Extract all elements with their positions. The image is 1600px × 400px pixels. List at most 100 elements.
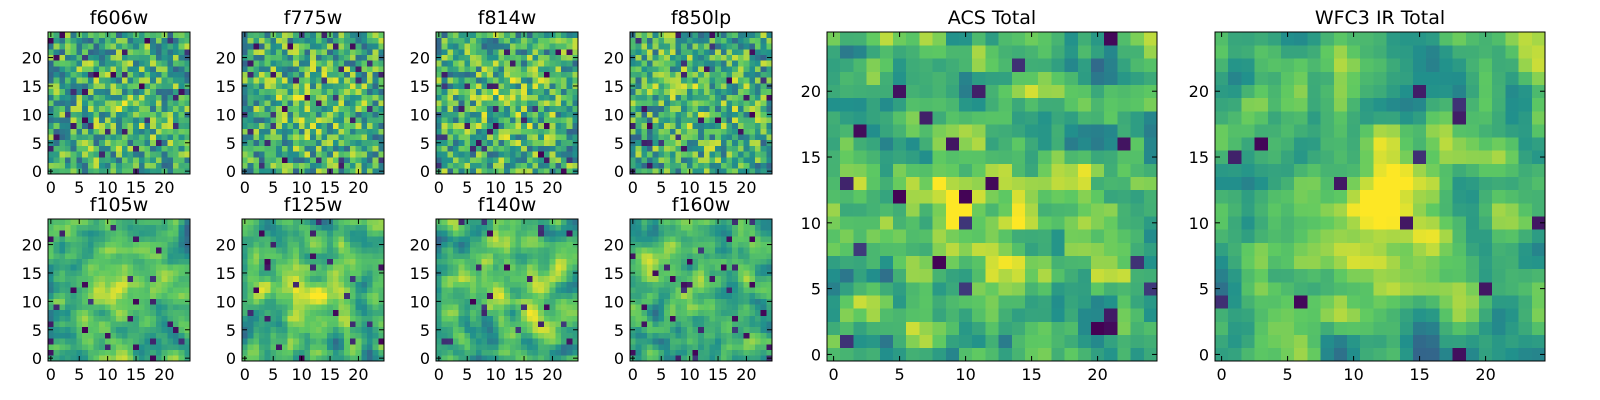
heatmap-cell	[464, 275, 471, 282]
heatmap-cell	[515, 224, 522, 231]
heatmap-cell	[138, 66, 145, 73]
x-tick-label: 10	[485, 365, 505, 384]
heatmap-cell	[441, 224, 448, 231]
heatmap-cell	[178, 122, 185, 129]
heatmap-cell	[732, 275, 739, 282]
heatmap-cell	[138, 139, 145, 146]
heatmap-cell	[310, 43, 317, 50]
heatmap-cell	[698, 105, 705, 112]
heatmap-cell	[361, 270, 368, 277]
heatmap-cell	[53, 270, 60, 277]
heatmap-cell	[703, 37, 710, 44]
heatmap-cell	[172, 321, 179, 328]
heatmap-cell	[470, 71, 477, 78]
heatmap-cell	[515, 309, 522, 316]
heatmap-cell	[664, 49, 671, 56]
heatmap-cell	[242, 71, 248, 78]
heatmap-cell	[161, 230, 168, 237]
heatmap-cell	[726, 281, 733, 288]
heatmap-cell	[669, 43, 676, 50]
heatmap-cell	[760, 128, 767, 135]
heatmap-cell	[59, 219, 66, 225]
heatmap-cell	[82, 315, 89, 322]
heatmap-cell	[458, 258, 465, 265]
heatmap-cell	[361, 315, 368, 322]
heatmap-cell	[487, 253, 494, 260]
heatmap-cell	[686, 49, 693, 56]
heatmap-cell	[641, 134, 648, 141]
heatmap-cell	[464, 338, 471, 345]
heatmap-cell	[161, 139, 168, 146]
heatmap-cell	[760, 77, 767, 84]
heatmap-cell	[144, 168, 151, 175]
heatmap-cell	[555, 275, 562, 282]
heatmap-cell	[298, 43, 305, 50]
heatmap-cell	[453, 247, 460, 254]
heatmap-cell	[647, 122, 654, 129]
heatmap-cell	[538, 355, 545, 362]
heatmap-cell	[161, 66, 168, 73]
heatmap-cell	[104, 236, 111, 243]
heatmap-cell	[732, 349, 739, 356]
heatmap-cell	[726, 128, 733, 135]
heatmap-cell	[76, 60, 83, 67]
heatmap-cell	[167, 66, 174, 73]
heatmap-cell	[681, 298, 688, 305]
heatmap-cell	[378, 156, 385, 163]
heatmap-cell	[59, 71, 66, 78]
heatmap-cell	[703, 281, 710, 288]
heatmap-cell	[242, 134, 248, 141]
heatmap-cell	[116, 43, 123, 50]
heatmap-cell	[743, 54, 750, 61]
heatmap-cell	[264, 156, 271, 163]
heatmap-cell	[76, 287, 83, 294]
heatmap-cell	[253, 168, 260, 175]
heatmap-cell	[349, 349, 356, 356]
heatmap-cells	[436, 219, 579, 362]
heatmap-cell	[270, 298, 277, 305]
heatmap-cell	[754, 156, 761, 163]
heatmap-cell	[766, 309, 773, 316]
heatmap-cell	[167, 338, 174, 345]
heatmap-cell	[276, 60, 283, 67]
heatmap-cell	[133, 304, 140, 311]
heatmap-cell	[116, 122, 123, 129]
heatmap-cell	[532, 111, 539, 118]
heatmap-cell	[555, 139, 562, 146]
heatmap-cell	[293, 236, 300, 243]
heatmap-cell	[732, 355, 739, 362]
heatmap-cell	[82, 298, 89, 305]
heatmap-cell	[184, 275, 191, 282]
heatmap-cell	[630, 134, 636, 141]
heatmap-cell	[172, 332, 179, 339]
heatmap-cell	[70, 349, 77, 356]
heatmap-cell	[664, 156, 671, 163]
heatmap-cell	[87, 117, 94, 124]
heatmap-cell	[641, 281, 648, 288]
heatmap-cell	[504, 156, 511, 163]
heatmap-cell	[686, 139, 693, 146]
heatmap-cell	[572, 128, 579, 135]
heatmap-cell	[76, 94, 83, 101]
heatmap-cell	[133, 241, 140, 248]
heatmap-cell	[293, 37, 300, 44]
heatmap-cell	[760, 49, 767, 56]
heatmap-cell	[76, 88, 83, 95]
heatmap-cell	[138, 105, 145, 112]
heatmap-cell	[492, 156, 499, 163]
heatmap-cell	[344, 32, 351, 38]
heatmap-cell	[366, 326, 373, 333]
heatmap-cell	[293, 292, 300, 299]
heatmap-cell	[99, 241, 106, 248]
heatmap-cell	[675, 315, 682, 322]
heatmap-cell	[287, 281, 294, 288]
heatmap-cell	[315, 321, 322, 328]
heatmap-cell	[509, 326, 516, 333]
heatmap-cell	[681, 66, 688, 73]
heatmap-cell	[121, 43, 128, 50]
heatmap-cell	[144, 162, 151, 169]
heatmap-cell	[65, 321, 72, 328]
heatmap-cell	[703, 117, 710, 124]
heatmap-cell	[737, 355, 744, 362]
heatmap-cell	[464, 247, 471, 254]
